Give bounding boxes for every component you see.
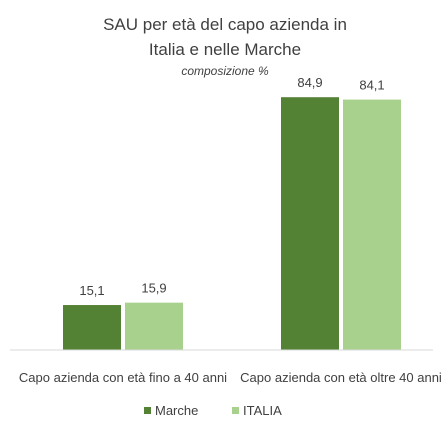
bar <box>281 97 339 350</box>
data-label: 84,1 <box>359 78 384 93</box>
legend-swatch <box>232 407 239 414</box>
x-tick-label: Capo azienda con età fino a 40 anni <box>18 370 228 385</box>
chart-title: SAU per età del capo azienda in Italia e… <box>103 15 347 59</box>
data-label: 15,1 <box>79 283 104 298</box>
chart-subtitle: composizione % <box>181 64 269 78</box>
bar <box>125 302 183 350</box>
legend-swatch <box>144 407 151 414</box>
bar <box>63 305 121 350</box>
data-label: 84,9 <box>297 75 322 90</box>
x-tick-label: Capo azienda con età oltre 40 anni <box>240 370 442 385</box>
legend-label: ITALIA <box>243 403 282 418</box>
data-label: 15,9 <box>141 281 166 296</box>
legend-label: Marche <box>155 403 198 418</box>
bar <box>343 99 401 351</box>
